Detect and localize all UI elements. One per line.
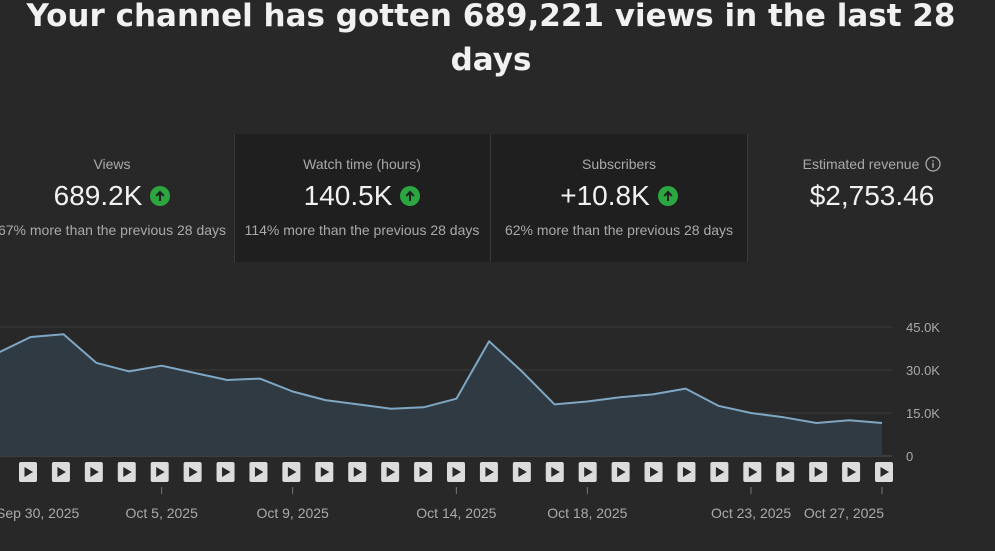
x-tick-label: Oct 23, 2025	[711, 505, 791, 521]
card-label: Subscribers	[582, 156, 656, 172]
metric-cards: Views 689.2K 67% more than the previous …	[0, 134, 995, 262]
play-icon[interactable]	[348, 462, 367, 482]
play-icon[interactable]	[150, 462, 169, 482]
play-icon[interactable]	[809, 462, 828, 482]
card-label: Watch time (hours)	[303, 156, 421, 172]
watch-time-card[interactable]: Watch time (hours) 140.5K 114% more than…	[234, 134, 490, 262]
card-comparison: 114% more than the previous 28 days	[244, 222, 480, 238]
play-icon[interactable]	[315, 462, 334, 482]
card-divider	[234, 134, 235, 262]
x-tick-label: Oct 9, 2025	[256, 505, 329, 521]
page-headline: Your channel has gotten 689,221 views in…	[26, 0, 956, 78]
revenue-card[interactable]: Estimated revenue $2,753.46	[748, 134, 995, 262]
play-icon[interactable]	[414, 462, 433, 482]
play-icon[interactable]	[282, 462, 301, 482]
play-icon[interactable]	[479, 462, 498, 482]
chart-area	[0, 334, 882, 456]
subscribers-card[interactable]: Subscribers +10.8K 62% more than the pre…	[491, 134, 747, 262]
y-tick-label: 0	[906, 449, 913, 464]
play-icon[interactable]	[249, 462, 268, 482]
play-icon[interactable]	[117, 462, 136, 482]
x-tick-label: Oct 5, 2025	[126, 505, 199, 521]
trend-up-icon	[657, 186, 678, 206]
x-tick-label: Oct 18, 2025	[547, 505, 627, 521]
play-icon[interactable]	[512, 462, 531, 482]
trend-up-icon	[150, 186, 171, 206]
views-card[interactable]: Views 689.2K 67% more than the previous …	[0, 134, 234, 262]
x-tick-label: Oct 14, 2025	[416, 505, 496, 521]
card-label-text: Estimated revenue	[802, 156, 920, 172]
play-icon[interactable]	[51, 462, 70, 482]
card-divider	[747, 134, 748, 262]
play-icon[interactable]	[842, 462, 861, 482]
x-tick-label: Sep 30, 2025	[0, 505, 80, 521]
play-icon[interactable]	[447, 462, 465, 482]
play-icon[interactable]	[776, 462, 795, 482]
play-icon[interactable]	[743, 462, 762, 482]
play-icon[interactable]	[183, 462, 202, 482]
chart-line	[0, 333, 883, 424]
play-icon[interactable]	[677, 462, 696, 482]
play-icon[interactable]	[545, 462, 564, 482]
play-icon[interactable]	[644, 462, 663, 482]
card-value: 140.5K	[303, 180, 393, 211]
y-tick-label: 30.0K	[906, 363, 940, 378]
info-icon[interactable]	[925, 156, 942, 172]
y-tick-label: 45.0K	[906, 320, 940, 335]
card-comparison: 62% more than the previous 28 days	[504, 222, 734, 238]
card-divider	[490, 134, 491, 262]
play-icon[interactable]	[381, 462, 400, 482]
play-icon[interactable]	[710, 462, 729, 482]
play-icon[interactable]	[216, 462, 235, 482]
card-value: +10.8K	[560, 180, 650, 211]
card-comparison: 67% more than the previous 28 days	[0, 222, 227, 238]
x-tick-label: Oct 27, 2025	[804, 505, 884, 521]
watch-time-chart: 0 15.0K 30.0K 45.0K Sep 30, 2025 Oct 5, 2025 O…	[0, 320, 940, 521]
trend-up-icon	[400, 186, 421, 206]
play-icon[interactable]	[578, 462, 597, 482]
play-icon[interactable]	[611, 462, 630, 482]
play-icon[interactable]	[875, 462, 893, 482]
card-value: 689.2K	[53, 180, 143, 211]
card-value: $2,753.46	[809, 180, 935, 211]
play-icon[interactable]	[19, 462, 37, 482]
card-label: Estimated revenue	[748, 156, 995, 172]
y-tick-label: 15.0K	[906, 406, 940, 421]
play-icon[interactable]	[84, 462, 103, 482]
card-label: Views	[93, 156, 131, 172]
